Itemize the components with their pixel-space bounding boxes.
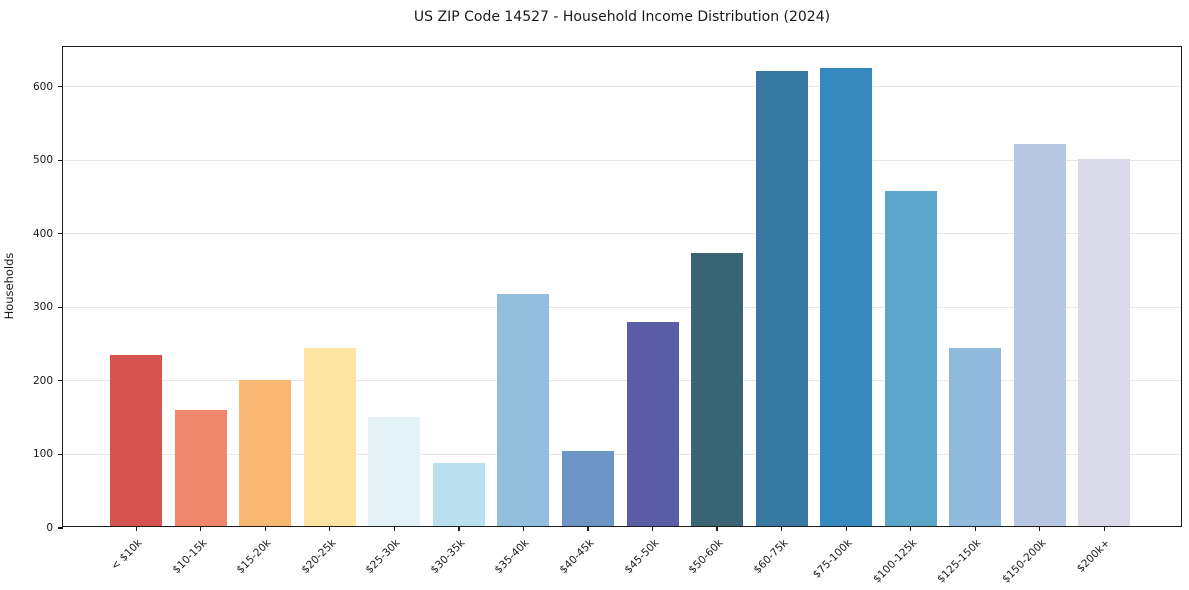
x-tick-mark <box>1039 526 1041 531</box>
bar-$150-200k <box>1013 143 1066 526</box>
y-tick-label: 0 <box>46 522 53 534</box>
gridline-y-200 <box>63 380 1181 382</box>
bar-$50-60k <box>691 253 744 526</box>
gridline-y-100 <box>63 453 1181 455</box>
bar-$200k+ <box>1078 159 1131 526</box>
x-tick-mark <box>845 526 847 531</box>
y-axis-label: Households <box>2 252 16 320</box>
y-tick-label: 100 <box>32 448 53 461</box>
gridline-y-300 <box>63 306 1181 308</box>
x-tick-mark <box>910 526 912 531</box>
gridline-y-600 <box>63 86 1181 88</box>
y-tick-mark <box>58 233 63 235</box>
y-tick-label: 500 <box>32 154 53 167</box>
x-tick-mark <box>974 526 976 531</box>
x-tick-mark <box>716 526 718 531</box>
bar-$35-40k <box>497 294 550 526</box>
x-tick-mark <box>200 526 202 531</box>
gridline-y-400 <box>63 233 1181 235</box>
x-tick-mark <box>264 526 266 531</box>
bar-$25-30k <box>368 417 421 526</box>
x-tick-mark <box>1103 526 1105 531</box>
y-tick-mark <box>58 380 63 382</box>
plot-area: 0 100 200 300 400 500 600 < $10k $10-15k $15-20k $… <box>33 46 1182 586</box>
y-tick-mark <box>58 159 63 161</box>
y-tick-mark <box>58 86 63 88</box>
bar-$75-100k <box>820 67 873 526</box>
bar-$10-15k <box>174 409 227 526</box>
bar-$60-75k <box>755 70 808 526</box>
bar-$30-35k <box>432 462 485 526</box>
y-tick-label: 600 <box>32 80 53 93</box>
gridline-y-500 <box>63 159 1181 161</box>
x-tick-mark <box>587 526 589 531</box>
bar-$100-125k <box>884 190 937 526</box>
bar-$20-25k <box>303 348 356 526</box>
bar-< $10k <box>110 355 163 526</box>
chart-title: US ZIP Code 14527 - Household Income Dis… <box>413 9 831 25</box>
y-tick-label: 200 <box>32 374 53 387</box>
x-tick-mark <box>651 526 654 531</box>
bar-$125-150k <box>949 348 1002 526</box>
y-tick-label: 400 <box>32 227 53 240</box>
y-tick-mark <box>58 527 63 529</box>
x-tick-mark <box>393 526 395 531</box>
bar-$45-50k <box>626 322 679 526</box>
x-tick-mark <box>522 526 525 531</box>
y-tick-mark <box>58 306 63 308</box>
bar-$15-20k <box>239 380 292 526</box>
x-tick-mark <box>329 526 331 531</box>
y-tick-label: 300 <box>32 301 53 314</box>
x-tick-label: < $10k <box>109 537 145 573</box>
x-tick-mark <box>458 526 460 531</box>
bar-$40-45k <box>562 450 614 526</box>
y-tick-mark <box>58 453 63 456</box>
x-tick-mark <box>135 526 137 531</box>
x-tick-mark <box>781 526 783 531</box>
